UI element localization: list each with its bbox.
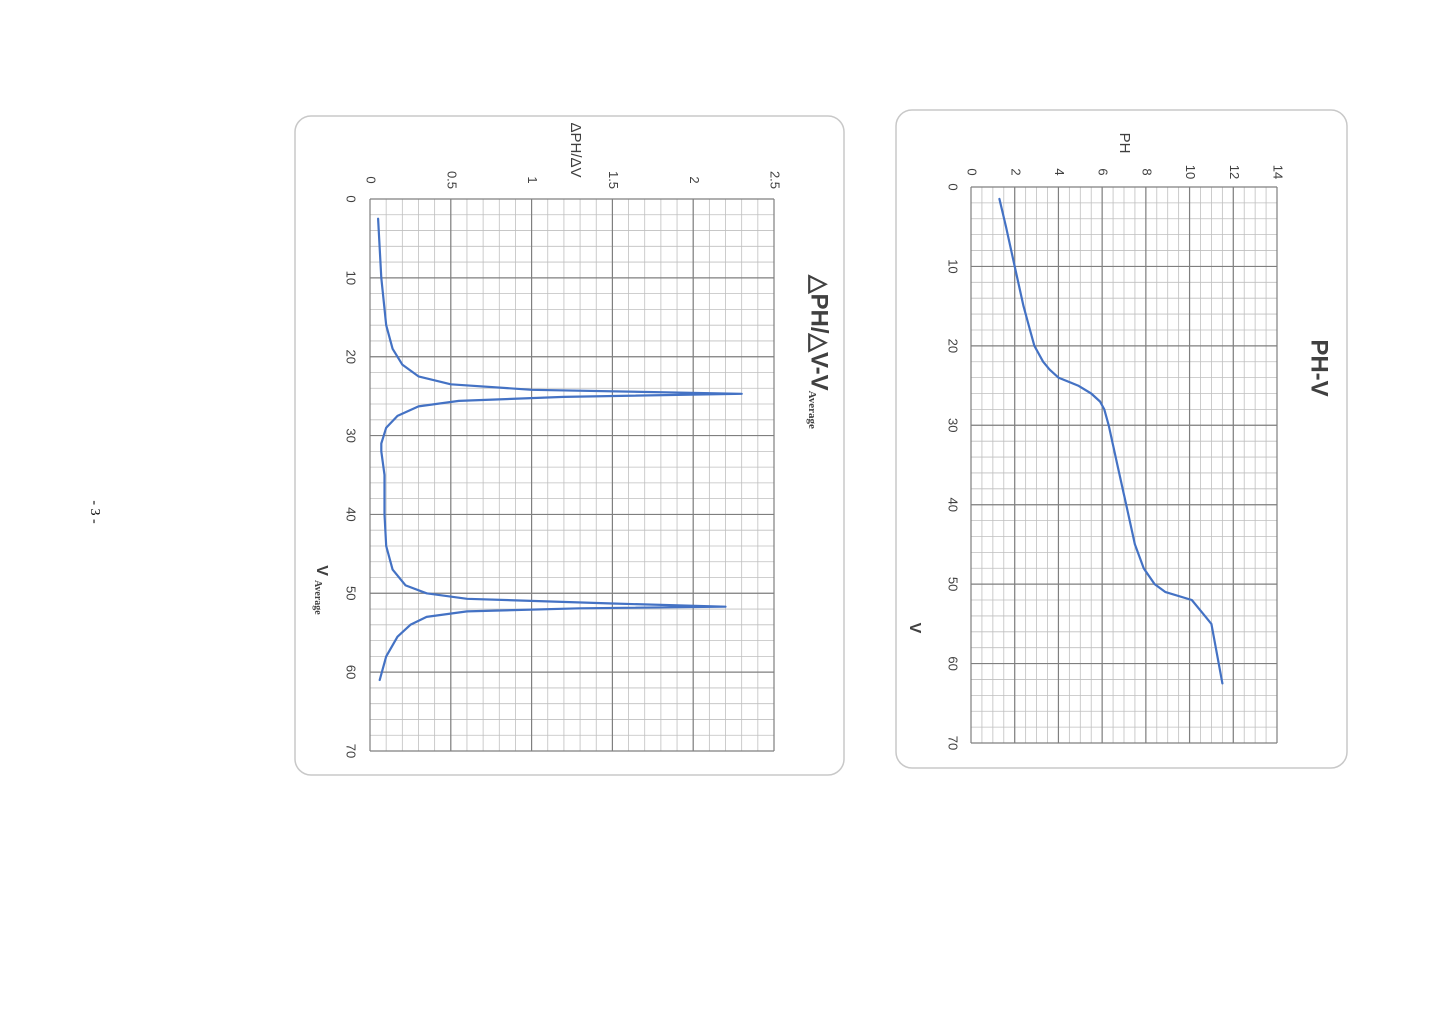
series-line	[377, 217, 743, 682]
x-tick-label: 50	[344, 586, 359, 600]
y-tick-label: 2.5	[768, 171, 783, 189]
y-tick-label: 0	[364, 176, 379, 183]
x-tick-label: 70	[344, 744, 359, 758]
chart-frame	[895, 109, 1348, 769]
x-tick-label: 0	[344, 195, 359, 202]
x-tick-label: 60	[946, 656, 961, 670]
x-axis-label: V	[906, 623, 923, 634]
plot-grid	[369, 198, 775, 752]
chart-title: PH-V	[1306, 339, 1333, 396]
y-tick-label: 0.5	[444, 171, 459, 189]
x-tick-label: 40	[946, 497, 961, 511]
x-tick-label: 10	[946, 259, 961, 273]
y-axis-label: ΔPH/ΔV	[567, 122, 584, 177]
y-tick-label: 2	[687, 176, 702, 183]
x-tick-label: 60	[344, 665, 359, 679]
y-axis-label: PH	[1116, 133, 1133, 154]
series-line	[998, 197, 1224, 685]
x-tick-label: 50	[946, 577, 961, 591]
x-tick-label: 0	[946, 183, 961, 190]
x-tick-label: 10	[344, 271, 359, 285]
x-axis-label-subscript: Average	[312, 580, 323, 615]
x-tick-label: 30	[344, 428, 359, 442]
y-tick-label: 2	[1008, 168, 1023, 175]
chart-1: 0 10 20 30 40 50 60 70 0 2 4 6 8 10 12 14 PH-V V PH	[895, 109, 1348, 769]
y-tick-label: 0	[965, 168, 980, 175]
chart-frame	[294, 115, 845, 776]
x-tick-label: 20	[946, 339, 961, 353]
x-tick-label: 30	[946, 418, 961, 432]
x-tick-label: 20	[344, 349, 359, 363]
page-number: - 3 -	[87, 500, 102, 524]
y-tick-label: 10	[1183, 165, 1198, 179]
plot-grid	[970, 186, 1278, 744]
y-tick-label: 6	[1096, 168, 1111, 175]
y-tick-label: 12	[1227, 165, 1242, 179]
x-tick-label: 70	[946, 736, 961, 750]
y-tick-label: 1.5	[606, 171, 621, 189]
chart-title-subscript: Average	[806, 391, 818, 429]
y-tick-label: 4	[1052, 168, 1067, 175]
y-tick-label: 1	[525, 176, 540, 183]
y-tick-label: 8	[1139, 168, 1154, 175]
y-tick-label: 14	[1271, 165, 1286, 179]
x-tick-label: 40	[344, 507, 359, 521]
